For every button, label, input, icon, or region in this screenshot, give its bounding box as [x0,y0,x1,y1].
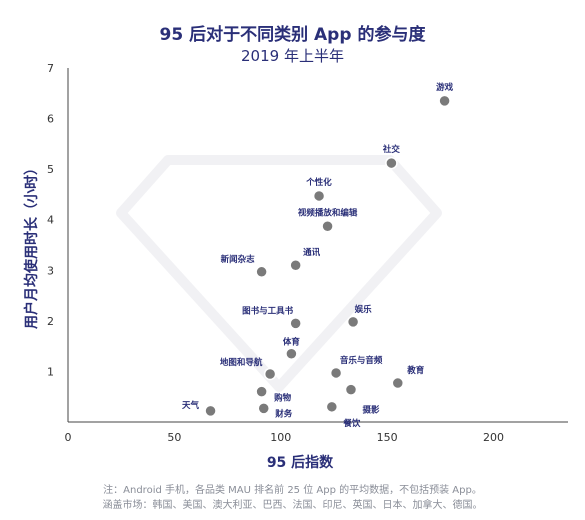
y-tick-label: 5 [47,163,54,176]
scatter-chart: 0 50 100 150 200 1 2 3 4 5 6 7 游戏社交个性化视频播放和编辑通讯新闻杂志… [23,62,568,471]
data-label: 地图和导航 [220,357,263,368]
x-tick-label: 0 [65,431,72,444]
data-label: 摄影 [362,405,380,416]
x-tick-label: 100 [270,431,291,444]
x-tick-label: 150 [377,431,398,444]
data-label: 视频播放和编辑 [298,207,358,218]
data-label: 教育 [406,365,425,376]
x-tick-label: 50 [167,431,181,444]
data-point [204,404,217,418]
data-point [344,383,358,396]
data-label: 财务 [274,408,293,419]
data-label: 娱乐 [355,304,373,315]
y-tick-label: 2 [47,315,54,328]
data-point [329,366,343,380]
chart-subtitle: 2019 年上半年 [241,47,344,65]
y-tick-label: 7 [47,62,54,75]
x-tick-label: 200 [483,431,504,444]
data-point [289,258,302,272]
footnote-line-1: 注：Android 手机，各品类 MAU 排名前 25 位 App 的平均数据，… [103,485,482,496]
data-point [289,317,302,330]
footnote-line-2: 涵盖市场：韩国、美国、澳大利亚、巴西、法国、印尼、英国、日本、加拿大、德国。 [102,500,483,511]
data-label: 社交 [382,144,401,155]
data-label: 音乐与音频 [340,355,383,366]
x-axis-label: 95 后指数 [267,454,334,471]
data-label: 通讯 [303,247,321,258]
data-point [285,347,298,360]
data-point [255,385,268,398]
data-point [385,156,398,170]
y-tick-label: 4 [47,214,54,227]
data-point [346,315,360,329]
y-tick-label: 1 [47,365,54,378]
data-label: 购物 [273,393,292,404]
y-axis-label: 用户月均使用时长（小时） [23,161,40,329]
data-label: 体育 [283,337,301,348]
data-point [312,189,326,203]
data-point [438,94,451,108]
data-point [325,400,339,414]
data-point [257,402,270,415]
data-point [263,367,277,381]
data-point [255,265,268,279]
data-label: 天气 [182,400,200,411]
axes [67,68,568,423]
data-point [321,220,334,233]
data-points [204,94,451,418]
y-tick-label: 3 [47,264,54,277]
data-label: 游戏 [436,82,454,93]
data-label: 个性化 [305,177,332,188]
data-label: 新闻杂志 [221,254,256,265]
chart-title: 95 后对于不同类别 App 的参与度 [159,25,426,45]
data-point [391,376,405,390]
data-label: 图书与工具书 [242,305,294,316]
tick-labels: 0 50 100 150 200 1 2 3 4 5 6 7 [47,62,504,444]
y-tick-label: 6 [47,113,54,126]
diamond-watermark [116,155,442,392]
data-label: 餐饮 [342,418,361,429]
